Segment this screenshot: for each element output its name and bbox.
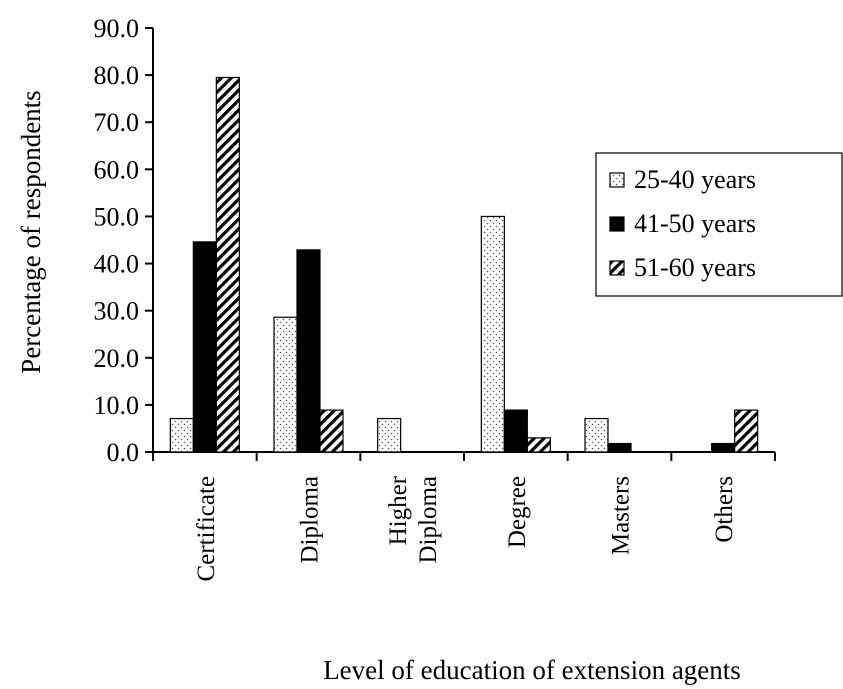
- category-label: Diploma: [297, 476, 324, 564]
- legend-label: 25-40 years: [634, 165, 756, 194]
- category-label: Higher Diploma: [385, 475, 442, 563]
- category-label-line: Diploma: [415, 476, 442, 564]
- y-tick-label: 10.0: [94, 391, 140, 420]
- category-label-line: Higher: [385, 475, 412, 545]
- bar: [296, 249, 321, 453]
- y-tick-label: 50.0: [94, 202, 140, 231]
- legend-swatch: [609, 260, 625, 276]
- category-label-line: Degree: [504, 476, 531, 548]
- category-label: Masters: [608, 476, 635, 555]
- legend: 25-40 years 41-50 years 51-60 years: [595, 152, 843, 297]
- legend-label: 51-60 years: [634, 253, 756, 282]
- category-label: Others: [711, 476, 738, 543]
- legend-swatch: [609, 216, 625, 232]
- y-tick-label: 20.0: [94, 344, 140, 373]
- bar: [734, 409, 759, 453]
- bar: [319, 409, 344, 453]
- y-tick-label: 40.0: [94, 250, 140, 279]
- legend-label: 41-50 years: [634, 209, 756, 238]
- category-label-line: Certificate: [193, 476, 220, 582]
- bar: [526, 437, 551, 453]
- bar: [503, 409, 528, 453]
- y-tick-label: 0.0: [107, 438, 140, 467]
- x-axis-title: Level of education of extension agents: [323, 655, 741, 685]
- legend-box: [595, 152, 843, 297]
- bars: [169, 76, 759, 453]
- bar: [192, 241, 217, 453]
- bar: [215, 76, 240, 453]
- y-axis-title: Percentage of respondents: [16, 90, 46, 373]
- category-label: Degree: [504, 476, 531, 548]
- legend-swatch: [609, 172, 625, 188]
- y-tick-label: 60.0: [94, 155, 140, 184]
- y-tick-label: 70.0: [94, 108, 140, 137]
- bar: [480, 215, 505, 453]
- x-axis: Certificate Diploma Higher Diploma Degree Mas…: [152, 451, 776, 582]
- category-label-line: Diploma: [297, 476, 324, 564]
- bar: [584, 417, 609, 453]
- bar: [169, 417, 194, 453]
- bar: [711, 442, 736, 453]
- y-axis: 0.0 10.0 20.0 30.0 40.0 50.0 60.0 70.0 80.0 90.0: [94, 14, 154, 467]
- category-label-line: Masters: [608, 476, 635, 555]
- bar: [377, 417, 402, 453]
- bar: [273, 316, 298, 453]
- y-tick-label: 30.0: [94, 297, 140, 326]
- category-label: Certificate: [193, 476, 220, 582]
- y-tick-label: 80.0: [94, 61, 140, 90]
- bar: [607, 442, 632, 453]
- y-tick-label: 90.0: [94, 14, 140, 43]
- category-label-line: Others: [711, 476, 738, 543]
